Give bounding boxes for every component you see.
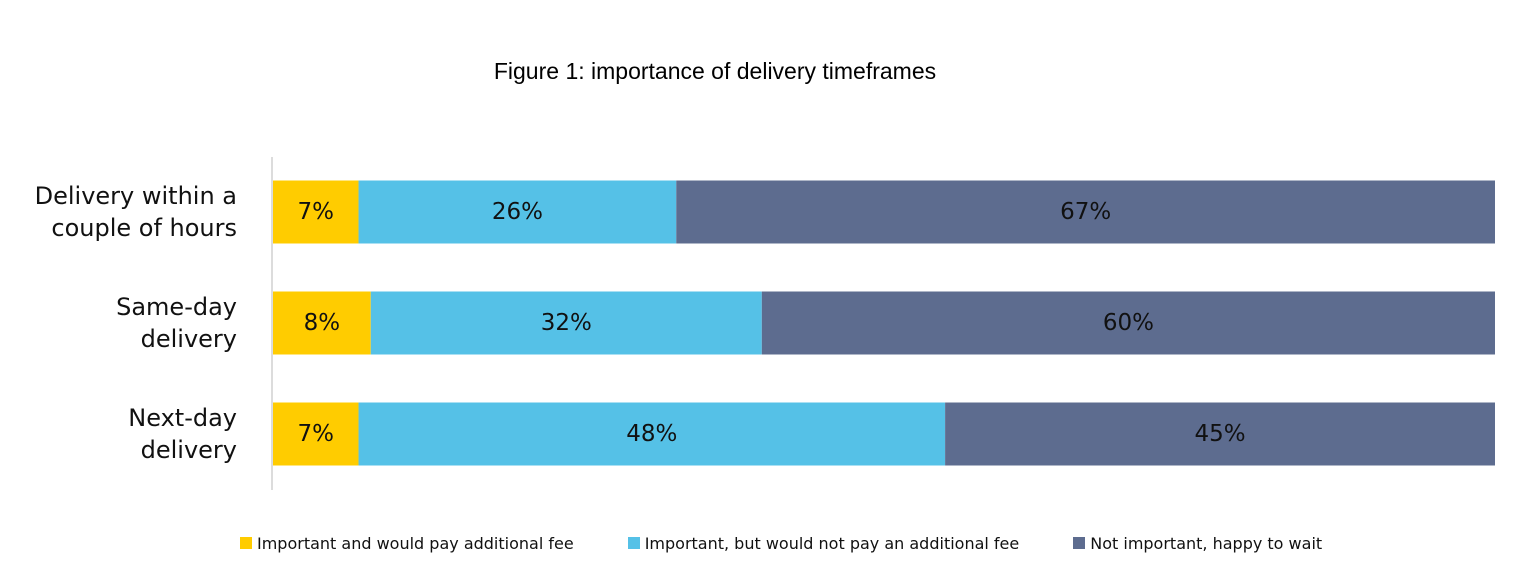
data-label: 67% <box>1060 199 1111 225</box>
chart-title: Figure 1: importance of delivery timefra… <box>493 58 937 84</box>
bar-segment <box>273 291 371 355</box>
legend-item: Important, but would not pay an addition… <box>627 533 1020 553</box>
legend-item: Important and would pay additional fee <box>240 534 574 553</box>
category-label: delivery <box>141 325 237 353</box>
bar-segment <box>761 291 1495 355</box>
data-label: 26% <box>492 199 543 225</box>
legend-label: Important and would pay additional fee <box>257 533 574 553</box>
legend-label: Important, but would not pay an addition… <box>644 533 1020 553</box>
legend-swatch <box>240 537 252 549</box>
category-labels: Delivery within a couple of hours Same-day… <box>35 182 237 464</box>
data-label: 8% <box>304 310 341 336</box>
data-label: 32% <box>541 310 592 336</box>
category-label: Same-day <box>116 293 237 321</box>
bar-segment <box>273 180 359 244</box>
bar-segment <box>358 180 677 244</box>
category-label: delivery <box>141 436 237 464</box>
data-label: 48% <box>626 421 677 447</box>
legend-swatch <box>1073 537 1086 549</box>
data-label: 7% <box>298 199 335 225</box>
category-label: Delivery within a <box>35 182 237 210</box>
bar-segment <box>358 402 946 466</box>
bar-segment <box>945 402 1495 466</box>
legend-label: Not important, happy to wait <box>1090 533 1323 553</box>
bar-segment <box>676 180 1495 244</box>
data-label: 45% <box>1194 421 1245 447</box>
legend-item: Not important, happy to wait <box>1073 534 1322 553</box>
legend-swatch <box>627 537 640 549</box>
data-label: 60% <box>1103 310 1154 336</box>
category-label: couple of hours <box>51 214 237 242</box>
data-label: 7% <box>298 421 335 447</box>
category-label: Next-day <box>128 404 237 432</box>
bars-layer: 7% 26% 67% 8% 32% 60% 7% 48% 45% <box>273 180 1495 466</box>
bar-segment <box>273 402 359 466</box>
legend: Important and would pay additional fee Im… <box>240 530 1376 556</box>
bar-segment <box>370 291 762 355</box>
